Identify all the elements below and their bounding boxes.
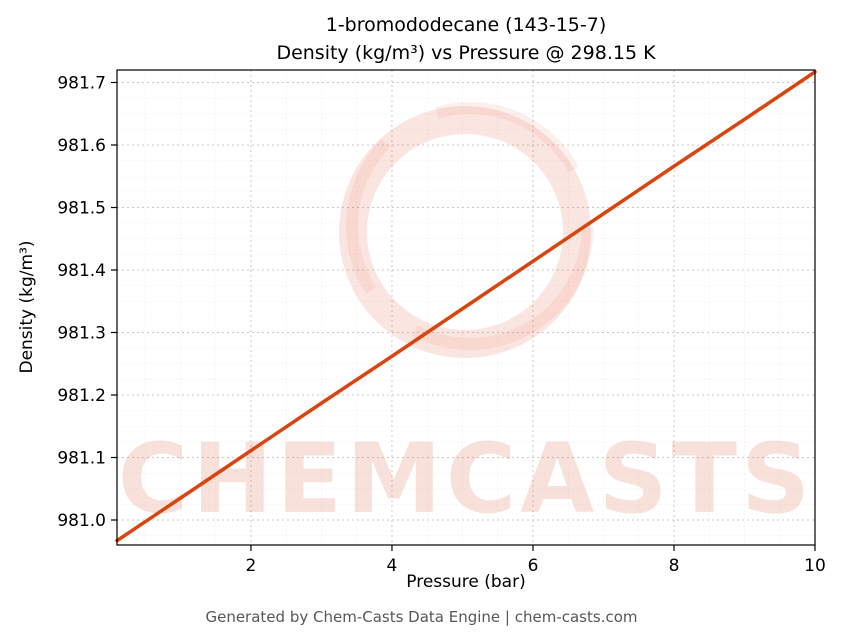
y-tick-label: 981.6 xyxy=(57,136,106,156)
series-line xyxy=(115,70,817,543)
x-tick-label: 6 xyxy=(528,556,539,576)
y-tick-label: 981.3 xyxy=(57,324,106,344)
chart-title: 1-bromododecane (143-15-7) Density (kg/m… xyxy=(117,12,815,67)
x-tick-label: 4 xyxy=(387,556,398,576)
y-tick-label: 981.1 xyxy=(57,449,106,469)
chart-title-line2: Density (kg/m³) vs Pressure @ 298.15 K xyxy=(276,41,656,64)
footer-credit: Generated by Chem-Casts Data Engine | ch… xyxy=(205,608,638,626)
x-tick-label: 2 xyxy=(246,556,257,576)
y-axis-label: Density (kg/m³) xyxy=(17,240,37,374)
plot-frame xyxy=(116,69,816,546)
watermark-ring-icon xyxy=(339,106,591,358)
y-tick-label: 981.2 xyxy=(57,386,106,406)
y-tick-label: 981.5 xyxy=(57,199,106,219)
y-tick-label: 981.4 xyxy=(57,261,106,281)
watermark-text: CHEMCASTS xyxy=(118,423,814,535)
watermark-ring-outer-icon xyxy=(346,102,594,350)
y-tick-label: 981.0 xyxy=(57,511,106,531)
chart-title-line1: 1-bromododecane (143-15-7) xyxy=(325,14,607,36)
x-axis-label: Pressure (bar) xyxy=(406,572,526,592)
y-tick-label: 981.7 xyxy=(57,74,106,94)
x-tick-label: 8 xyxy=(669,556,680,576)
x-tick-label: 10 xyxy=(804,556,826,576)
